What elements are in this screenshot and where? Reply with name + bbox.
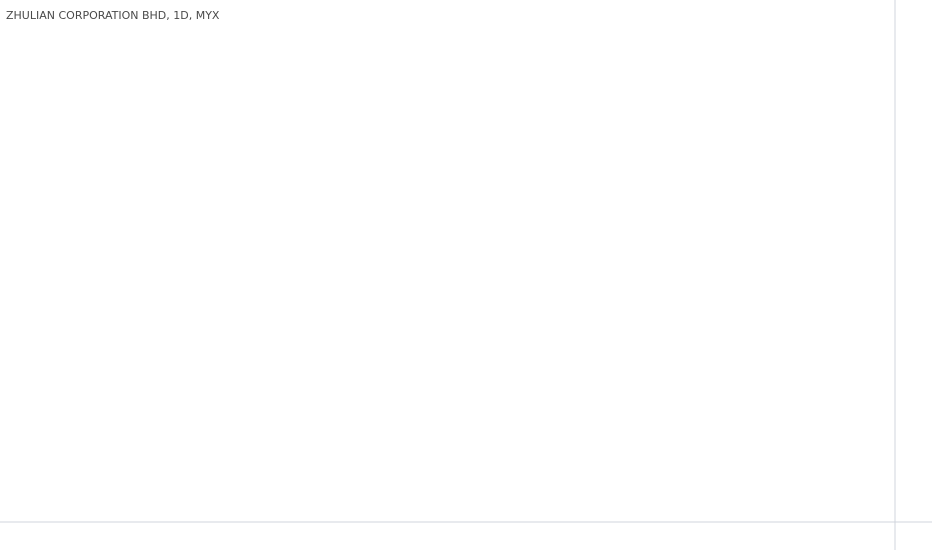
- chart-title: ZHULIAN CORPORATION BHD, 1D, MYX: [6, 9, 220, 22]
